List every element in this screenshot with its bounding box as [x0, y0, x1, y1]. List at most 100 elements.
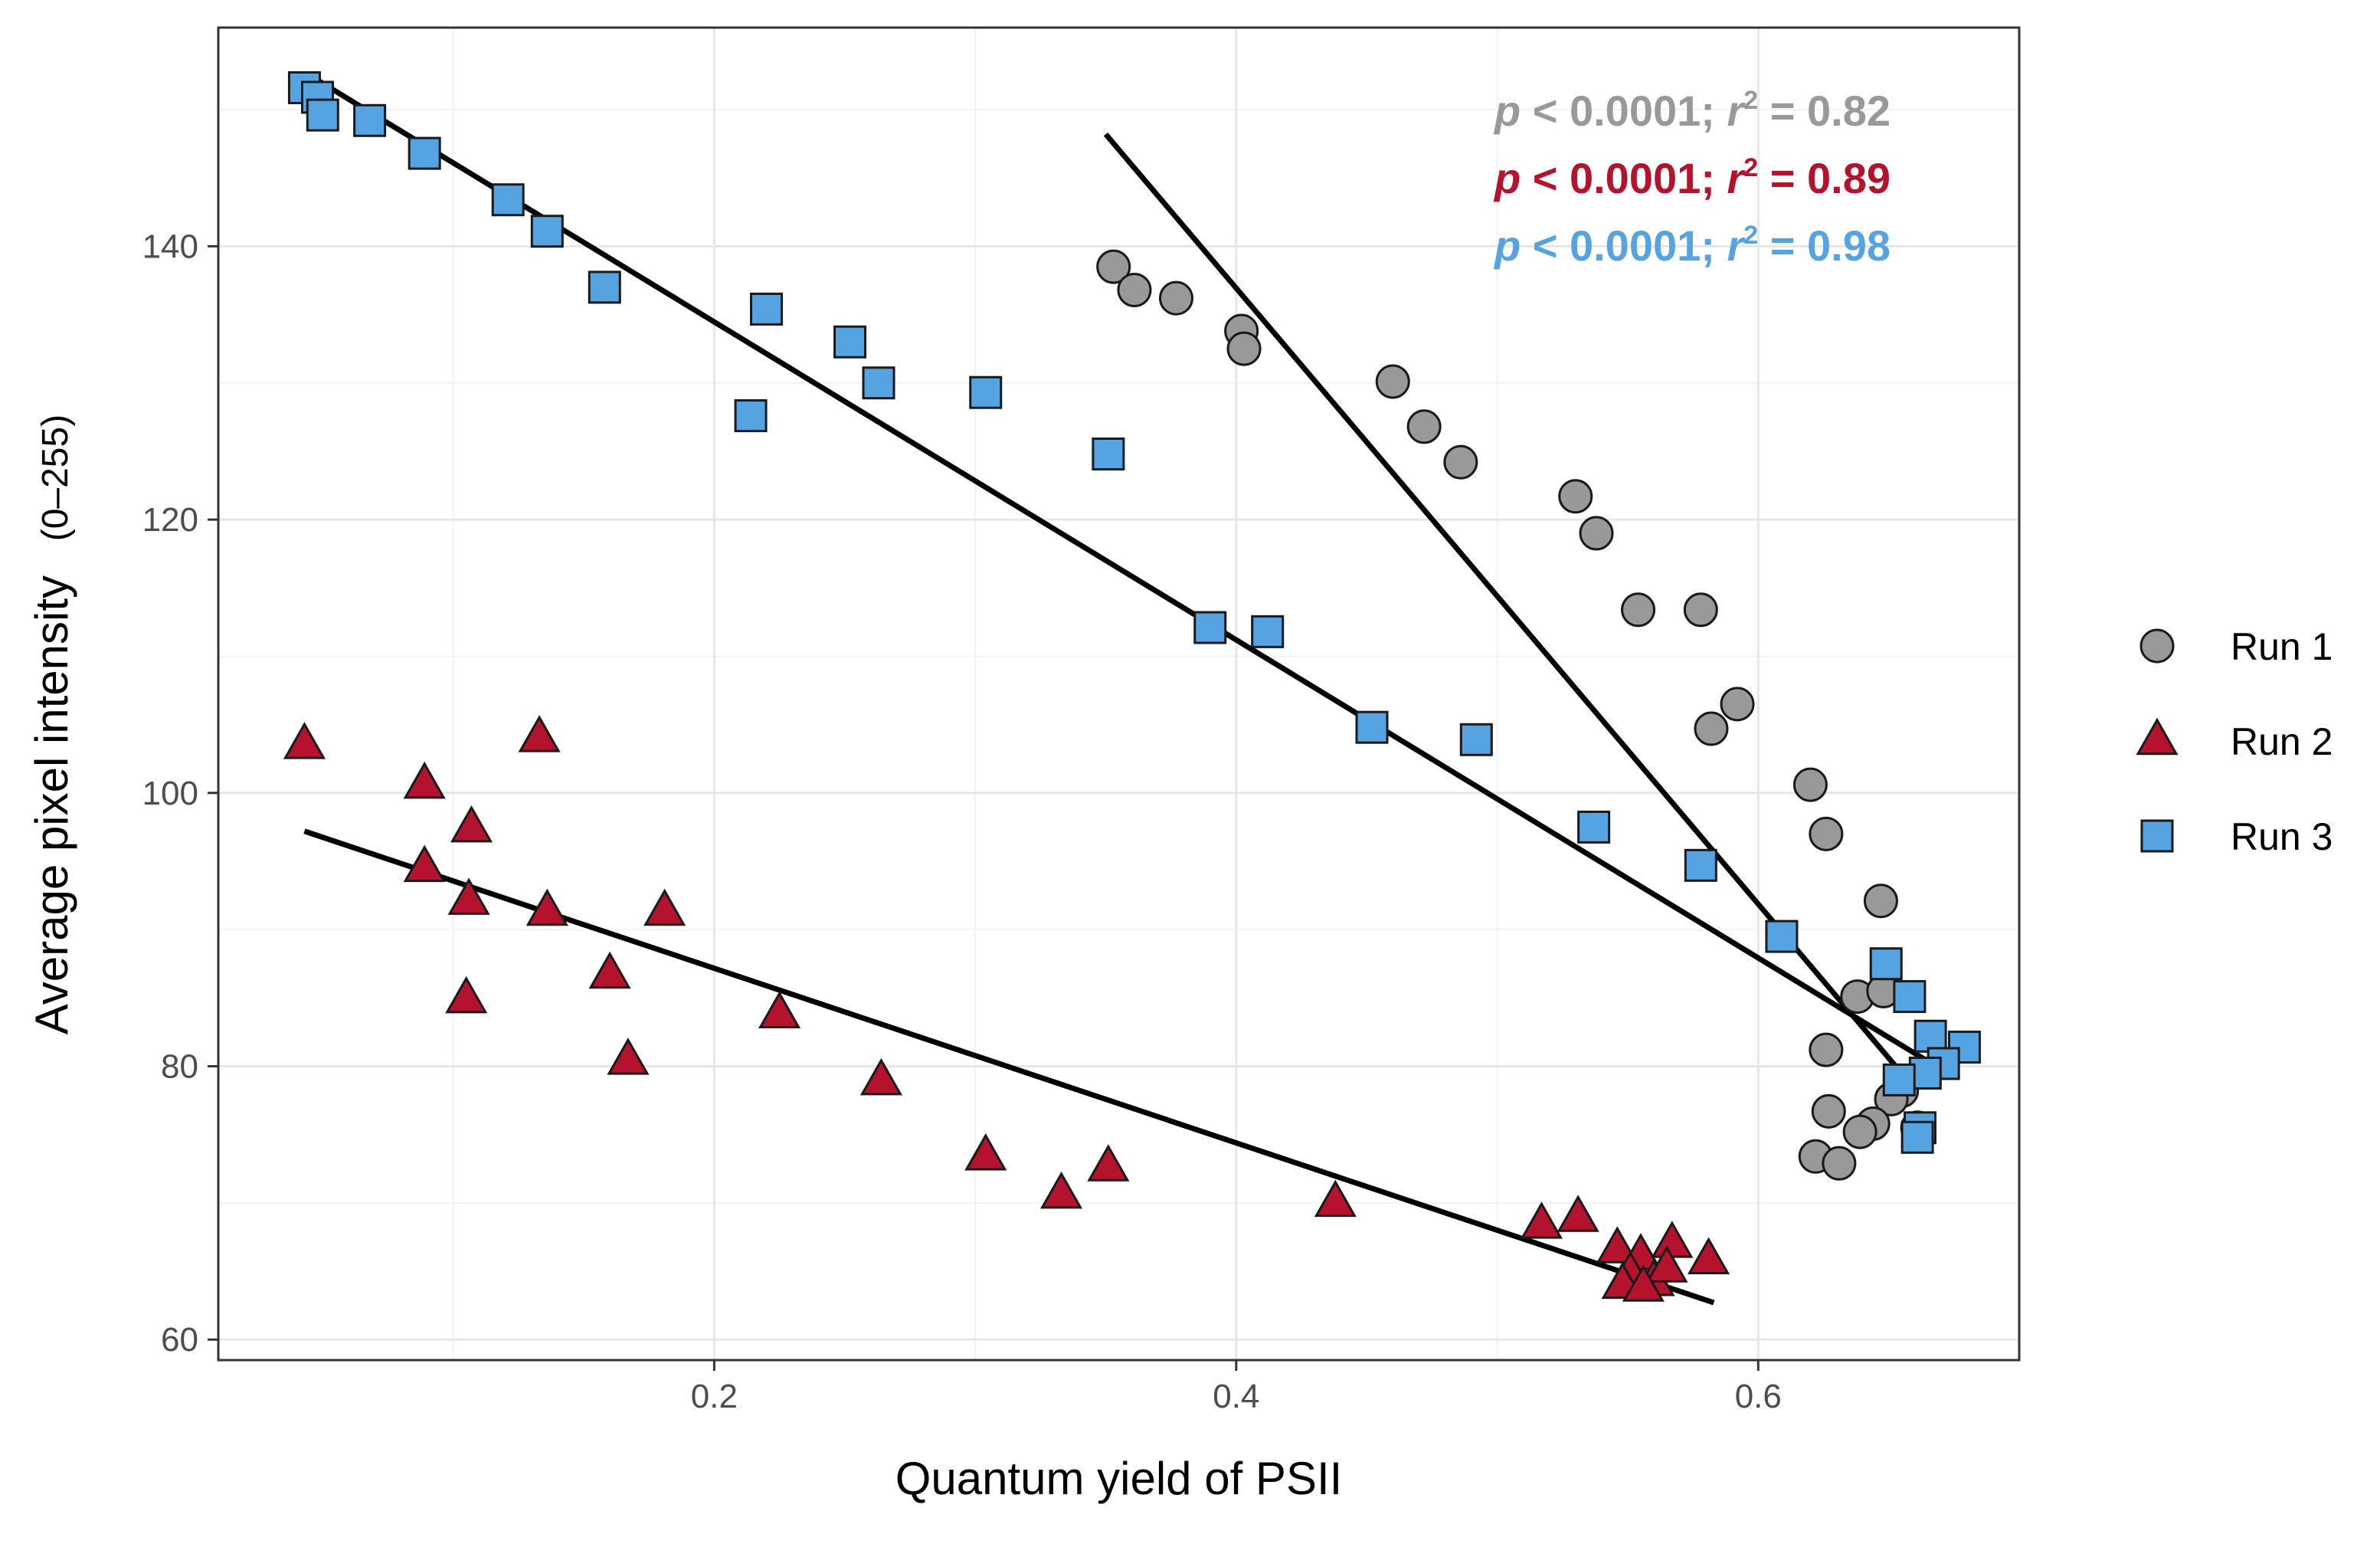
square-point: [306, 98, 339, 132]
y-tick-label: 120: [142, 501, 198, 539]
triangle-point: [1039, 1171, 1083, 1209]
triangle-point: [525, 888, 568, 926]
plot-background: [218, 28, 2019, 1360]
legend-key-run-1: [2139, 628, 2175, 664]
triangle-point: [643, 888, 686, 926]
triangle-point: [1622, 1264, 1665, 1302]
square-point: [833, 325, 867, 359]
square-point: [1765, 920, 1799, 953]
circle-point: [1683, 592, 1718, 628]
circle-point: [1720, 687, 1755, 722]
circle-point: [1158, 280, 1193, 316]
square-point: [530, 215, 564, 248]
stat-r-value: = 0.82: [1758, 87, 1891, 135]
triangle-point: [859, 1057, 903, 1096]
y-axis-title-main: Average pixel intensity: [26, 575, 77, 1034]
stat-r-exponent: 2: [1743, 221, 1758, 250]
stat-r-value: = 0.98: [1758, 221, 1891, 270]
triangle-point: [445, 975, 488, 1014]
triangle-point: [403, 761, 446, 799]
circle-point: [1809, 816, 1844, 851]
square-point: [969, 375, 1003, 409]
stat-r-label: r: [1727, 87, 1746, 135]
circle-point: [1811, 1093, 1846, 1129]
stat-p-label: p: [1493, 154, 1521, 202]
circle-point: [1621, 592, 1656, 628]
circle-point: [1863, 883, 1898, 919]
series-run-2: [283, 715, 1730, 1302]
stat-p-value: < 0.0001;: [1521, 87, 1727, 135]
triangle-point: [283, 722, 326, 759]
square-point: [1893, 980, 1927, 1014]
triangle-point: [964, 1133, 1007, 1171]
stats-annotations: p < 0.0001; r2 = 0.82p < 0.0001; r2 = 0.…: [1493, 86, 1891, 270]
square-point: [491, 183, 525, 217]
square-point: [1459, 723, 1493, 756]
series-run-3: [287, 70, 1981, 1154]
x-axis-title: Quantum yield of PSII: [895, 1453, 1343, 1504]
stat-r-value: = 0.89: [1758, 154, 1891, 202]
circle-point: [1443, 444, 1478, 480]
y-tick-label: 140: [142, 228, 198, 265]
square-point: [1913, 1019, 1947, 1053]
triangle-point: [1087, 1144, 1130, 1182]
triangle-point: [758, 991, 801, 1028]
triangle-point: [588, 951, 631, 989]
y-tick-label: 80: [161, 1048, 198, 1086]
stat-p-value: < 0.0001;: [1521, 154, 1727, 202]
legend-key-run-2: [2136, 717, 2179, 756]
stat-run-2: p < 0.0001; r2 = 0.89: [1493, 153, 1891, 202]
stat-run-3: p < 0.0001; r2 = 0.98: [1493, 221, 1891, 270]
legend-label: Run 3: [2231, 815, 2333, 858]
x-tick-label: 0.4: [1213, 1378, 1259, 1415]
triangle-point: [450, 805, 493, 843]
legend-key-run-3: [2140, 819, 2174, 853]
stat-r-exponent: 2: [1743, 86, 1758, 115]
circle-point: [1375, 364, 1410, 399]
square-point: [1882, 1063, 1916, 1097]
square-point: [1193, 611, 1227, 644]
square-point: [1900, 1120, 1934, 1154]
legend: Run 1 Run 2 Run 3: [2136, 625, 2333, 858]
circle-point: [1822, 1146, 1857, 1181]
square-point: [1684, 848, 1717, 882]
triangle-point: [607, 1038, 650, 1075]
y-axis-title-units: (0–255): [35, 415, 76, 541]
legend-label: Run 2: [2231, 720, 2333, 763]
square-point: [1355, 710, 1389, 744]
square-point: [353, 103, 387, 137]
y-tick-label: 100: [142, 775, 198, 812]
legend-label: Run 1: [2231, 625, 2333, 668]
square-point: [1869, 947, 1903, 981]
x-tick-label: 0.2: [691, 1378, 738, 1415]
square-point: [408, 136, 441, 170]
square-point: [588, 270, 621, 304]
square-point: [750, 292, 784, 326]
triangle-point: [518, 715, 561, 752]
triangle-point: [1314, 1179, 1357, 1218]
stat-r-exponent: 2: [1743, 153, 1758, 182]
stat-p-value: < 0.0001;: [1521, 221, 1727, 270]
square-point: [734, 399, 768, 433]
stat-p-label: p: [1493, 87, 1521, 135]
triangle-point: [1645, 1245, 1688, 1283]
triangle-point: [1596, 1226, 1639, 1264]
square-point: [862, 366, 895, 400]
triangle-point: [447, 877, 490, 915]
circle-point: [1809, 1032, 1844, 1067]
circle-point: [1792, 767, 1828, 802]
triangle-point: [1520, 1201, 1563, 1239]
x-tick-label: 0.6: [1735, 1378, 1782, 1415]
circle-point: [1226, 331, 1262, 366]
x-axis-ticks: 0.2 0.4 0.6: [691, 1360, 1782, 1415]
circle-point: [1096, 249, 1131, 284]
grid: [218, 28, 2020, 1360]
circle-point: [1117, 272, 1152, 307]
regression-line-run-3: [308, 73, 1956, 1080]
data-points: [283, 70, 1981, 1302]
stat-r-label: r: [1727, 221, 1746, 270]
y-tick-label: 60: [161, 1321, 198, 1359]
circle-point: [1558, 479, 1593, 514]
circle-point: [1842, 1114, 1877, 1149]
